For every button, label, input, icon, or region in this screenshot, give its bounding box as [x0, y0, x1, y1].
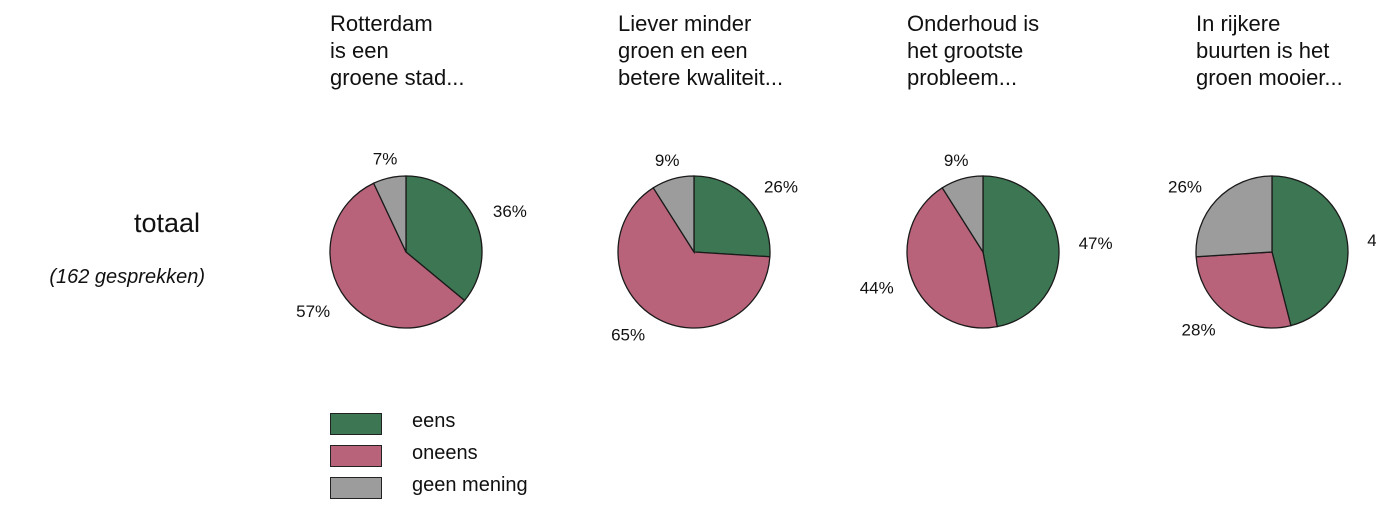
pie-2-slice-eens — [693, 175, 771, 258]
question-1-title: Rotterdam is een groene stad... — [330, 11, 465, 90]
pie-4-slice-oneens — [1195, 251, 1292, 329]
pie-3-slice-eens — [982, 175, 1060, 328]
pie-4-label-oneens: 28% — [1182, 321, 1216, 340]
question-3-title: Onderhoud is het grootste probleem... — [907, 11, 1040, 90]
pie-4-slice-geen-mening — [1195, 175, 1273, 258]
pie-2-slice-oneens — [617, 186, 771, 329]
pie-1-slice-geen-mening — [372, 175, 407, 253]
question-4-title: In rijkere buurten is het groen mooier..… — [1196, 11, 1343, 90]
legend-swatch-oneens — [330, 445, 382, 467]
legend-swatch-geen-mening — [330, 477, 382, 499]
legend-label-geen-mening: geen mening — [412, 474, 528, 496]
pie-1-slice-eens — [405, 175, 483, 302]
pie-4-slice-eens — [1271, 175, 1349, 327]
question-2-title: Liever minder groen en een betere kwalit… — [618, 11, 784, 90]
pie-4-label-eens: 46% — [1367, 231, 1376, 250]
pie-2-label-geen-mening: 9% — [655, 151, 680, 170]
pie-2-label-oneens: 65% — [611, 326, 645, 345]
pie-2-slice-geen-mening — [652, 175, 695, 255]
pie-3-slice-oneens — [906, 186, 999, 329]
legend-label-oneens: oneens — [412, 442, 478, 464]
pie-3-label-geen-mening: 9% — [944, 151, 969, 170]
pie-1-label-eens: 36% — [493, 202, 527, 221]
pie-1-slice-oneens — [329, 182, 466, 329]
pie-4-label-geen-mening: 26% — [1168, 177, 1202, 196]
row-subtitle: (162 gesprekken) — [49, 266, 205, 288]
legend-swatch-eens — [330, 413, 382, 435]
row-title: totaal — [133, 208, 200, 238]
pie-2-label-eens: 26% — [764, 177, 798, 196]
pie-3-label-oneens: 44% — [860, 278, 894, 297]
pie-1-label-oneens: 57% — [296, 302, 330, 321]
legend-label-eens: eens — [412, 410, 456, 432]
pie-3-label-eens: 47% — [1079, 234, 1113, 253]
pie-3-slice-geen-mening — [941, 175, 984, 255]
pie-1-label-geen-mening: 7% — [373, 149, 398, 168]
